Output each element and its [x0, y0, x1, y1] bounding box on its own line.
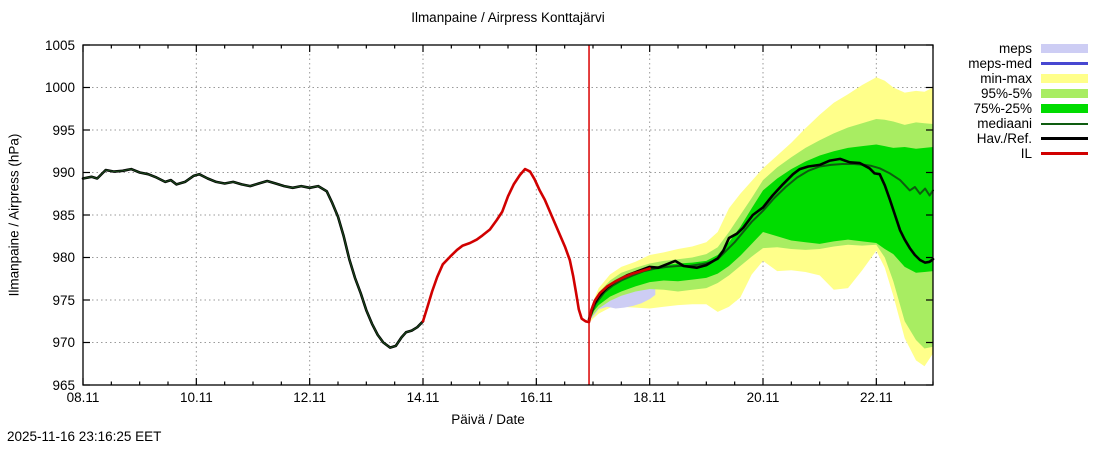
line-hav-ref-observed-core: [82, 168, 424, 349]
legend-label: min-max: [980, 71, 1032, 86]
chart-title: Ilmanpaine / Airpress Konttajärvi: [411, 10, 605, 25]
y-tick-label: 1005: [44, 37, 75, 53]
legend-label: meps: [998, 41, 1032, 56]
x-tick-label: 22.11: [859, 390, 893, 405]
x-tick-label: 12.11: [293, 390, 327, 405]
band-75-25-: [589, 144, 933, 321]
x-axis-label: Päivä / Date: [451, 412, 525, 427]
x-tick-label: 20.11: [746, 390, 780, 405]
legend-label: Hav./Ref.: [976, 131, 1032, 146]
x-tick-label: 18.11: [633, 390, 667, 405]
y-tick-label: 975: [52, 292, 75, 308]
chart-legend: meps meps-med min-max 95%-5% 75%-25% mediaani…: [880, 41, 1088, 161]
y-tick-label: 970: [52, 335, 75, 350]
legend-label: meps-med: [968, 56, 1032, 71]
legend-line-swatch: [1041, 137, 1088, 140]
y-tick-label: 980: [52, 250, 75, 265]
legend-label: 95%-5%: [980, 86, 1032, 101]
legend-item-mediaani: mediaani: [880, 116, 1088, 131]
legend-item-min-max: min-max: [880, 71, 1088, 86]
legend-band-swatch: [1041, 44, 1088, 53]
legend-band-swatch: [1041, 89, 1088, 98]
line-hav-ref-forecast: [587, 157, 935, 321]
legend-item-meps: meps: [880, 41, 1088, 56]
legend-item-il: IL: [880, 146, 1088, 161]
legend-line-swatch: [1041, 62, 1088, 65]
legend-label: mediaani: [977, 116, 1032, 131]
legend-band-swatch: [1041, 104, 1088, 113]
legend-item-95-5-: 95%-5%: [880, 86, 1088, 101]
x-tick-label: 08.11: [66, 390, 100, 405]
x-tick-label: 10.11: [179, 390, 213, 405]
y-tick-label: 985: [52, 207, 75, 223]
legend-label: IL: [1020, 146, 1032, 161]
legend-line-swatch: [1041, 152, 1088, 155]
y-tick-label: 965: [52, 377, 75, 393]
legend-line-swatch: [1041, 122, 1088, 125]
legend-band-swatch: [1041, 74, 1088, 83]
legend-item-75-25-: 75%-25%: [880, 101, 1088, 116]
x-tick-label: 14.11: [406, 390, 440, 405]
y-tick-label: 990: [52, 165, 75, 180]
line-hav-ref-observed: [81, 167, 425, 349]
legend-item-meps-med: meps-med: [880, 56, 1088, 71]
generation-timestamp: 2025-11-16 23:16:25 EET: [7, 429, 162, 444]
line-il: [421, 167, 652, 324]
legend-label: 75%-25%: [973, 101, 1032, 116]
legend-item-hav-ref-: Hav./Ref.: [880, 131, 1088, 146]
x-tick-label: 16.11: [519, 390, 553, 405]
y-tick-label: 995: [52, 122, 75, 138]
y-tick-label: 1000: [44, 80, 75, 95]
